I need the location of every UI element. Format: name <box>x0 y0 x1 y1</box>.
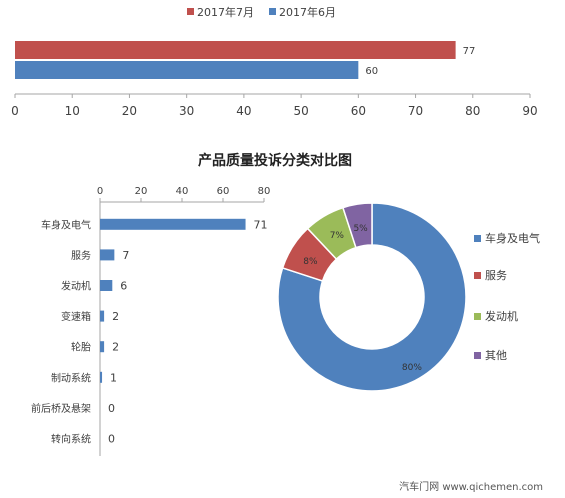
category-bar <box>100 218 246 230</box>
bar-july <box>15 41 456 59</box>
x-tick-label: 0 <box>11 104 19 118</box>
donut-legend-swatch <box>474 313 481 320</box>
category-x-tick-label: 0 <box>97 186 103 197</box>
legend-label-june: 2017年6月 <box>279 5 336 19</box>
bar-june <box>15 61 359 79</box>
category-bar <box>100 249 115 261</box>
donut-legend-label: 服务 <box>485 269 507 282</box>
x-tick-label: 80 <box>465 104 480 118</box>
category-bar <box>100 341 105 353</box>
data-label-june: 60 <box>365 66 378 77</box>
x-tick-label: 40 <box>236 104 251 118</box>
category-value-label: 71 <box>254 218 268 231</box>
category-label: 前后桥及悬架 <box>31 402 91 415</box>
category-bar <box>100 371 103 383</box>
category-value-label: 1 <box>110 371 117 384</box>
legend-swatch-july <box>187 8 194 15</box>
x-tick-label: 50 <box>293 104 308 118</box>
watermark-text: 汽车门网 www.qichemen.com <box>399 480 543 493</box>
category-value-label: 0 <box>108 402 115 415</box>
category-x-tick-label: 40 <box>176 186 189 197</box>
category-value-label: 7 <box>122 249 129 262</box>
legend-swatch-june <box>269 8 276 15</box>
donut-value-label: 7% <box>330 231 345 241</box>
category-label: 转向系统 <box>51 433 91 446</box>
donut-slice <box>277 202 467 392</box>
category-label: 发动机 <box>61 280 91 293</box>
category-label: 车身及电气 <box>41 218 91 231</box>
donut-legend-label: 其他 <box>485 349 507 362</box>
category-x-tick-label: 80 <box>258 186 271 197</box>
donut-legend-label: 发动机 <box>485 309 518 323</box>
donut-legend-label: 车身及电气 <box>485 231 540 245</box>
x-tick-label: 60 <box>351 104 366 118</box>
category-label: 服务 <box>71 249 91 262</box>
x-tick-label: 20 <box>122 104 137 118</box>
donut-legend-swatch <box>474 235 481 242</box>
x-tick-label: 30 <box>179 104 194 118</box>
x-tick-label: 70 <box>408 104 423 118</box>
category-x-tick-label: 60 <box>217 186 230 197</box>
donut-slice <box>342 202 373 249</box>
category-value-label: 2 <box>112 310 119 323</box>
category-x-tick-label: 20 <box>135 186 148 197</box>
category-bar <box>100 310 105 322</box>
category-value-label: 0 <box>108 433 115 446</box>
category-value-label: 6 <box>120 280 127 293</box>
top-comparison-chart: 2017年7月 2017年6月 77 60 0 10 20 30 40 50 60 70 80 90 <box>11 5 537 118</box>
data-label-july: 77 <box>463 46 476 57</box>
x-tick-label: 10 <box>65 104 80 118</box>
category-value-label: 2 <box>112 341 119 354</box>
donut-value-label: 8% <box>303 257 318 267</box>
category-bar <box>100 280 113 291</box>
donut-legend-swatch <box>474 272 481 279</box>
chart-title: 产品质量投诉分类对比图 <box>198 152 352 169</box>
donut-value-label: 80% <box>402 363 422 373</box>
category-bar-chart: 0 20 40 60 80 车身及电气 71 服务 7 发动机 6 变速箱 2 轮胎 2 制动系统 1 前后桥及悬… <box>31 186 270 456</box>
legend-label-july: 2017年7月 <box>197 5 254 19</box>
category-label: 变速箱 <box>61 310 91 323</box>
x-tick-label: 90 <box>522 104 537 118</box>
category-label: 轮胎 <box>71 341 91 354</box>
category-label: 制动系统 <box>51 371 91 384</box>
donut-value-label: 5% <box>353 224 368 234</box>
donut-legend-swatch <box>474 352 481 359</box>
